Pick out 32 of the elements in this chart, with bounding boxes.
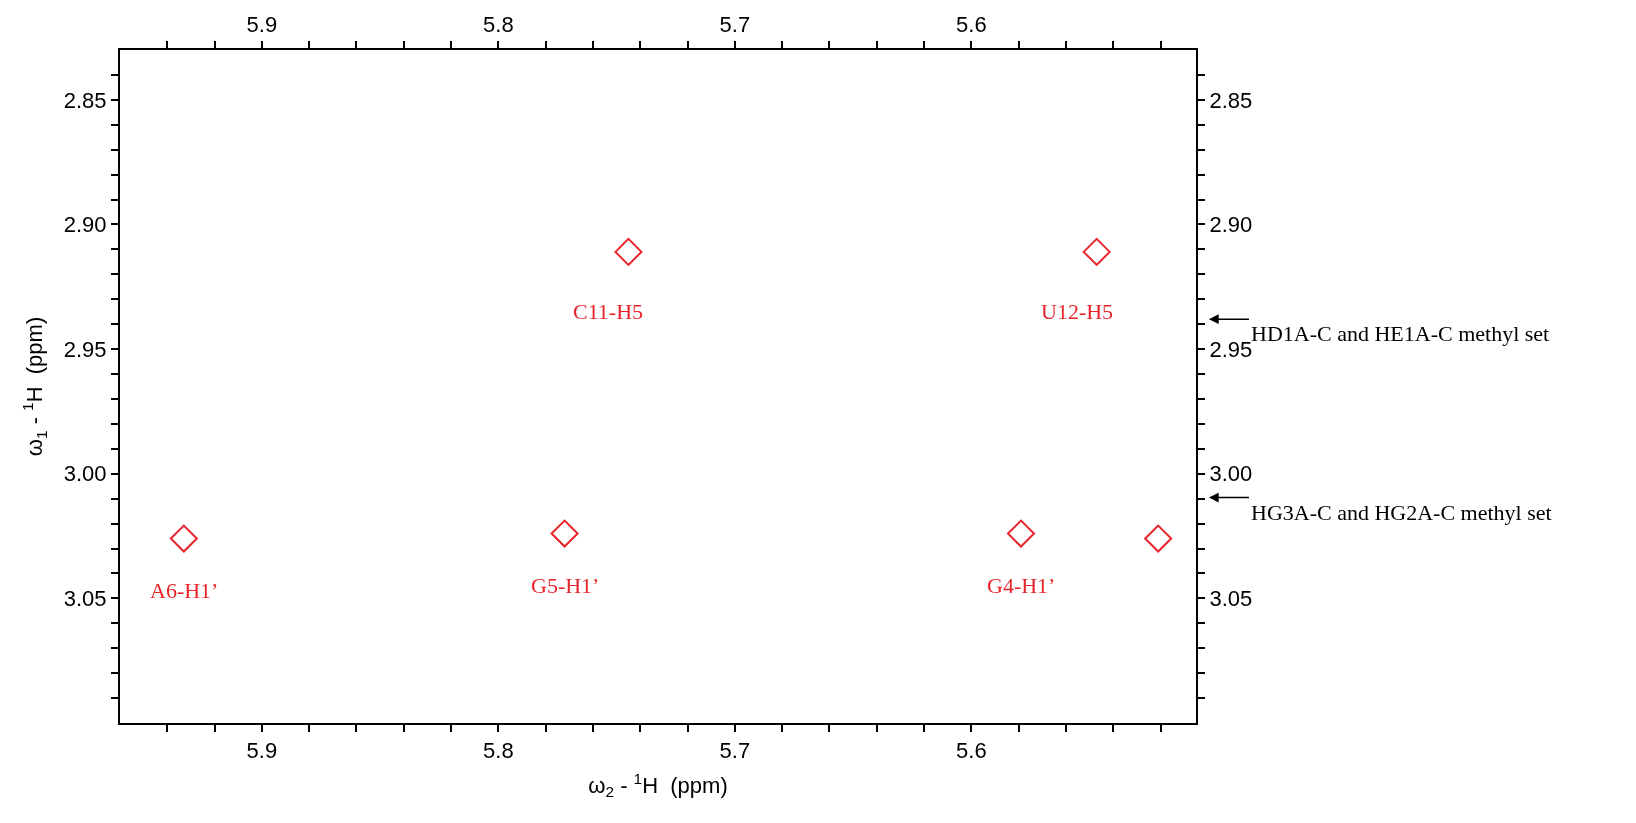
- annotation: C11-H5: [573, 299, 644, 324]
- y2-tick-label: 2.90: [1209, 212, 1253, 238]
- point: [1082, 237, 1111, 266]
- x-axis-title: ω$_{2}$ - $^{1}$H (ppm): [588, 769, 728, 801]
- point: [614, 237, 643, 266]
- y2-tick-label: 2.85: [1209, 87, 1253, 113]
- point: [169, 524, 198, 553]
- y2-tick-label: 3.05: [1209, 586, 1253, 612]
- point: [1007, 519, 1035, 548]
- annotation: U12-H5: [1041, 299, 1114, 324]
- annotation: G5-H1’: [531, 573, 600, 598]
- x-tick-label: 5.9: [246, 12, 278, 38]
- y-tick-label: 2.95: [63, 336, 107, 362]
- y2-tick-label: 3.00: [1209, 461, 1253, 487]
- text: HG3A-C and HG2A-C methyl set: [1251, 500, 1552, 525]
- x-tick-label: 5.8: [483, 12, 514, 38]
- y-tick-label: 2.90: [63, 212, 107, 238]
- x2-tick-label: 5.9: [246, 738, 278, 764]
- x-tick-label: 5.6: [956, 12, 987, 38]
- point: [550, 519, 579, 548]
- y2-tick-label: 2.95: [1209, 336, 1253, 362]
- y-tick-label: 3.00: [63, 461, 107, 487]
- point: [1144, 524, 1173, 553]
- x2-tick-label: 5.7: [719, 738, 751, 764]
- annotation: A6-H1’: [150, 578, 219, 603]
- y-tick-label: 3.05: [63, 586, 107, 612]
- text: HD1A-C and HE1A-C methyl set: [1251, 321, 1550, 346]
- x2-tick-label: 5.8: [483, 738, 514, 764]
- y-tick-label: 2.85: [63, 87, 107, 113]
- x2-tick-label: 5.6: [956, 738, 987, 764]
- annotation: G4-H1’: [987, 573, 1056, 598]
- x-tick-label: 5.7: [719, 12, 751, 38]
